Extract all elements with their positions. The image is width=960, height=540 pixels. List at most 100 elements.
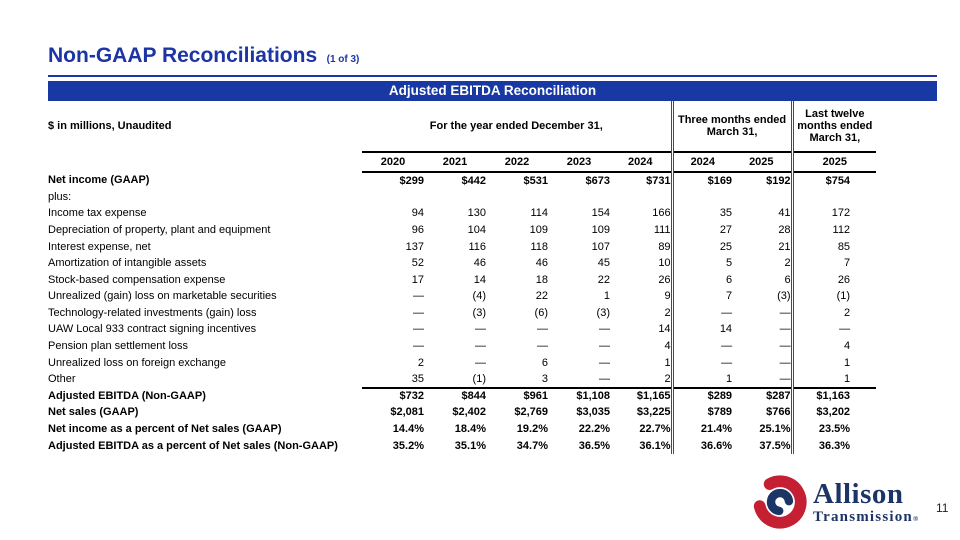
year-header-cell: 2024 <box>670 152 733 173</box>
row-filler <box>876 305 937 322</box>
table-row: Adjusted EBITDA (Non-GAAP) $732 $844 $961 $1… <box>48 386 937 405</box>
table-row: Unrealized loss on foreign exchange 2—6—1… <box>48 354 937 372</box>
table-body: Net income (GAAP) $299 $442 $531 $673 $731 $16… <box>48 172 937 455</box>
value-cell: 6 <box>784 273 791 286</box>
value-cell: 166 <box>652 207 671 220</box>
value-cell: 26 <box>658 273 671 286</box>
value-cell: — <box>599 323 610 336</box>
value-cell: 35.1% <box>454 439 486 452</box>
table-row: Depreciation of property, plant and equi… <box>48 221 937 239</box>
value-cell: $754 <box>790 172 877 189</box>
value-cell: — <box>413 340 424 353</box>
value-cell: 46 <box>535 257 548 270</box>
value-cell: $766 <box>766 406 791 419</box>
value-cell <box>548 189 610 206</box>
value-cell: 4 <box>664 340 671 353</box>
value-cell: 6 <box>541 356 548 369</box>
value-cell: — <box>537 323 548 336</box>
row-label: Net sales (GAAP) <box>48 406 139 419</box>
value-cell: $442 <box>461 174 486 187</box>
value-cell: 36.6% <box>670 437 733 455</box>
value-cell <box>732 189 792 206</box>
value-cell: 14.4% <box>392 423 424 436</box>
value-cell: 1 <box>670 371 733 388</box>
row-filler <box>876 205 937 222</box>
value-cell: $961 <box>486 386 548 405</box>
value-cell: — <box>475 356 486 369</box>
value-cell: $3,225 <box>636 406 671 419</box>
year-header-cell: 2023 <box>548 152 610 173</box>
row-filler <box>876 189 937 206</box>
value-cell: — <box>599 356 610 369</box>
value-cell <box>790 188 877 206</box>
row-label: Other <box>48 373 76 386</box>
value-cell: 37.5% <box>759 439 791 452</box>
value-cell: 22 <box>535 290 548 303</box>
year-header-cell: 2024 <box>610 152 673 173</box>
row-filler <box>876 238 937 255</box>
value-cell: 36.5% <box>578 439 610 452</box>
value-cell: — <box>779 356 791 369</box>
value-cell: — <box>413 290 424 303</box>
table-row: Amortization of intangible assets 52 46 46 4… <box>48 254 937 272</box>
value-cell: 2 <box>417 356 424 369</box>
value-cell: — <box>790 321 877 338</box>
value-cell: 89 <box>658 240 671 253</box>
value-cell: 18 <box>535 273 548 286</box>
row-label: Amortization of intangible assets <box>48 257 207 270</box>
row-filler <box>876 355 937 372</box>
value-cell: 35 <box>670 205 733 222</box>
value-cell: 172 <box>790 205 877 222</box>
value-cell: 9 <box>664 290 671 303</box>
value-cell: 111 <box>653 223 671 236</box>
row-label: Depreciation of property, plant and equi… <box>48 223 271 236</box>
table-row: UAW Local 933 contract signing incentive… <box>48 321 937 338</box>
value-cell: 21 <box>778 240 791 253</box>
value-cell: 112 <box>790 221 877 239</box>
value-cell: 109 <box>591 223 610 236</box>
value-cell: — <box>779 306 791 319</box>
value-cell: 14 <box>473 273 486 286</box>
row-label: Unrealized (gain) loss on marketable sec… <box>48 290 277 303</box>
value-cell: 17 <box>411 273 424 286</box>
value-cell: (3) <box>777 290 791 303</box>
value-cell: — <box>779 372 791 385</box>
table-row: Technology-related investments (gain) lo… <box>48 304 937 322</box>
page-title-wrap: Non-GAAP Reconciliations (1 of 3) <box>48 44 359 68</box>
table-row: Unrealized (gain) loss on marketable sec… <box>48 288 937 305</box>
value-cell: $789 <box>670 404 733 421</box>
header-filler <box>876 152 937 172</box>
value-cell: (1) <box>790 288 877 305</box>
value-cell: $299 <box>399 174 424 187</box>
logo-subname: Transmission® <box>813 508 920 525</box>
value-cell: 1 <box>603 290 610 303</box>
row-filler <box>876 338 937 355</box>
colgroup-three-months: Three months ended March 31, <box>670 101 793 153</box>
row-label: UAW Local 933 contract signing incentive… <box>48 323 257 336</box>
colgroup-year: For the year ended December 31, <box>362 101 673 153</box>
row-label: Pension plan settlement loss <box>48 340 189 353</box>
year-header-row: 2020 2021 2022 2023 2024 2024 2025 2025 <box>48 152 937 173</box>
value-cell <box>486 189 548 206</box>
row-label: Adjusted EBITDA as a percent of Net sale… <box>48 439 338 452</box>
value-cell: $169 <box>670 172 733 189</box>
value-cell <box>362 189 424 206</box>
value-cell: $1,165 <box>610 386 673 405</box>
value-cell: 2 <box>664 372 671 385</box>
value-cell: 154 <box>591 207 610 220</box>
row-label: Net income as a percent of Net sales (GA… <box>48 423 282 436</box>
column-group-header-row: $ in millions, Unaudited For the year en… <box>48 101 937 153</box>
value-cell: 114 <box>530 207 548 220</box>
value-cell: — <box>599 340 610 353</box>
units-note: $ in millions, Unaudited <box>48 120 172 133</box>
year-header-cell: 2020 <box>362 152 424 173</box>
value-cell: 45 <box>597 257 610 270</box>
value-cell: — <box>599 372 610 385</box>
row-filler <box>876 438 937 455</box>
row-filler <box>876 321 937 338</box>
value-cell: 25.1% <box>759 423 791 436</box>
table-row: Income tax expense 94 130 114 154 166 35 41 172 <box>48 205 937 222</box>
value-cell: (6) <box>534 306 548 319</box>
logo-name: Allison <box>813 477 904 510</box>
value-cell: 3 <box>541 372 548 385</box>
